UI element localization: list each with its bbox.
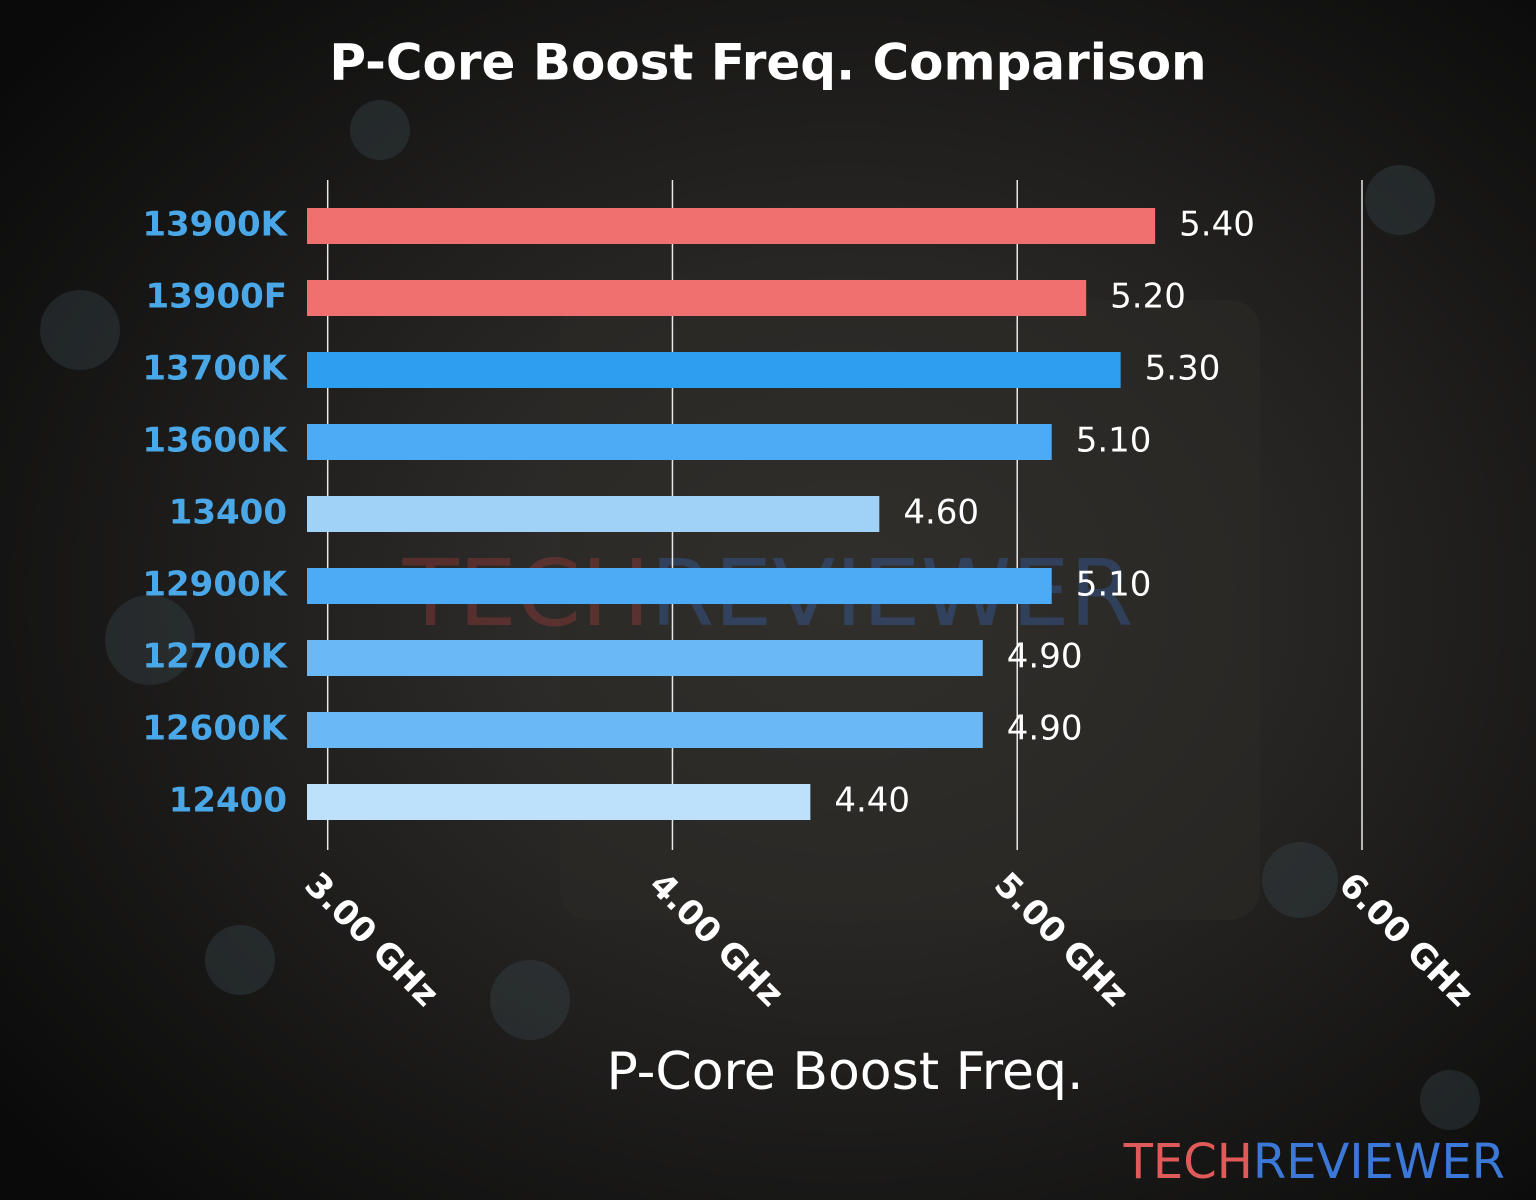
x-axis-label: P-Core Boost Freq.	[606, 1042, 1083, 1102]
value-label: 4.90	[1007, 709, 1083, 749]
bar	[307, 424, 1052, 460]
bar	[307, 352, 1121, 388]
value-label: 4.90	[1007, 637, 1083, 677]
value-label: 5.30	[1145, 349, 1221, 389]
watermark-logo: TECHREVIEWER	[1123, 1134, 1505, 1190]
y-tick-label: 13900K	[142, 205, 288, 245]
background-dots	[40, 100, 1480, 1130]
y-tick-label: 13700K	[142, 349, 288, 389]
y-tick-label: 13600K	[142, 421, 288, 461]
bar	[307, 784, 811, 820]
value-label: 5.10	[1076, 565, 1152, 605]
bar	[307, 208, 1156, 244]
y-tick-label: 12600K	[142, 709, 288, 749]
value-label: 4.60	[903, 493, 979, 533]
y-tick-label: 13900F	[145, 277, 287, 317]
value-label: 4.40	[834, 781, 910, 821]
y-tick-label: 12400	[169, 781, 287, 821]
watermark-part: REVIEWER	[1253, 1134, 1505, 1190]
chart-title: P-Core Boost Freq. Comparison	[329, 34, 1206, 92]
value-label: 5.10	[1076, 421, 1152, 461]
watermark-part: TECH	[1123, 1134, 1253, 1190]
bar	[307, 640, 983, 676]
value-label: 5.40	[1179, 205, 1255, 245]
value-label: 5.20	[1110, 277, 1186, 317]
bar	[307, 496, 880, 532]
bar	[307, 712, 983, 748]
y-tick-label: 12900K	[142, 565, 288, 605]
bar	[307, 280, 1087, 316]
y-tick-label: 12700K	[142, 637, 288, 677]
bar	[307, 568, 1052, 604]
y-tick-label: 13400	[169, 493, 287, 533]
